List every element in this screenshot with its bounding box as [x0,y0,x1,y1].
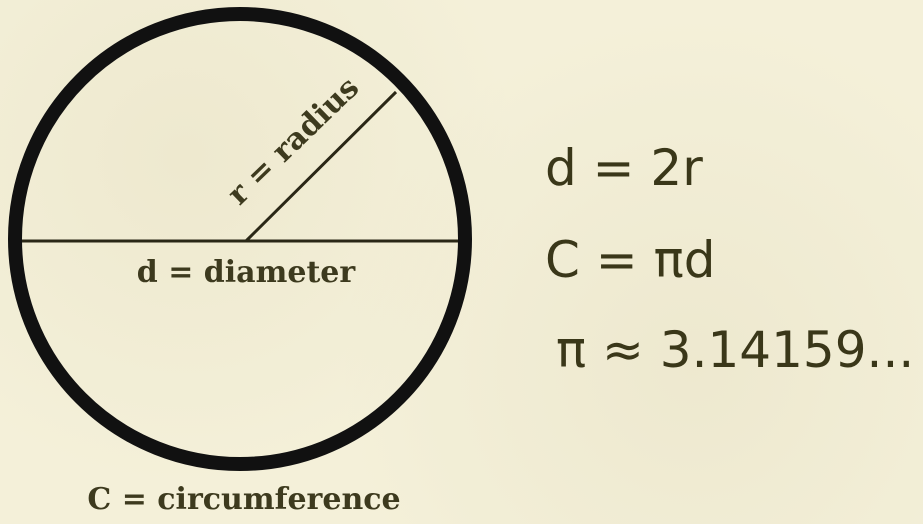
diameter-label: d = diameter [137,255,357,290]
circle-outline [15,14,465,464]
circumference-label: C = circumference [87,482,400,517]
formula-diameter: d = 2r [545,143,703,193]
radius-label: r = radius [221,70,366,212]
formula-circumference: C = πd [545,235,715,285]
formula-pi: π ≈ 3.14159... [556,325,914,375]
